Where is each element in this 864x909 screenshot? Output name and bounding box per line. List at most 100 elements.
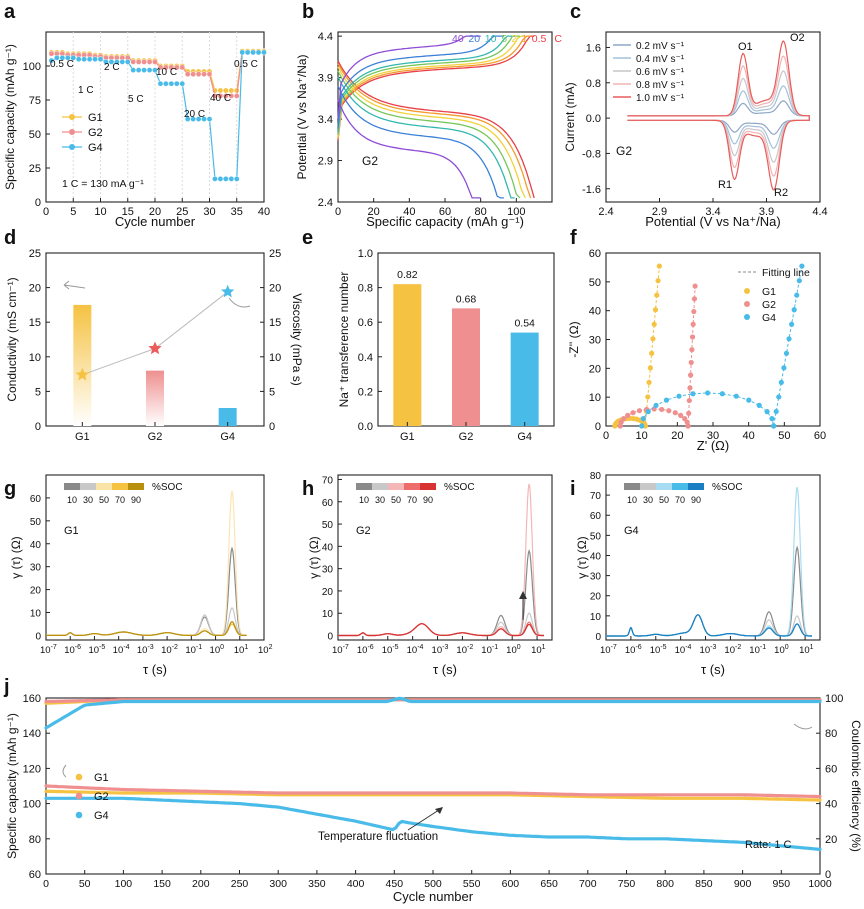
x-tick-exponent: -4 xyxy=(417,644,423,651)
eis-point-G1 xyxy=(645,394,651,400)
data-point-G2 xyxy=(206,71,213,77)
data-point-G4 xyxy=(65,55,71,61)
rate-note: Rate: 1 C xyxy=(745,839,792,851)
eis-point-G2 xyxy=(625,412,631,419)
x-tick-label: 10-6 xyxy=(64,644,81,656)
panel-j: j0 50 100 150 200 250 300 350 400 450 500 550 600 650… xyxy=(3,676,863,904)
eis-point-G1 xyxy=(649,350,655,356)
arrow-head xyxy=(63,280,70,290)
soc-label: 70 xyxy=(675,495,685,505)
x-tick-exponent: 1 xyxy=(542,644,546,651)
value-label: 0.54 xyxy=(514,318,535,330)
data-point-G2 xyxy=(157,64,164,71)
soc-label: 10 xyxy=(627,495,637,505)
charge-curve-5C xyxy=(337,35,520,135)
drt-curve-soc-90 xyxy=(46,621,247,636)
eis-point-G2 xyxy=(678,412,684,419)
x-tick-exponent: -5 xyxy=(660,644,666,651)
x-tick-label: 10-4 xyxy=(407,644,424,656)
data-point-G4 xyxy=(195,116,202,122)
soc-color-swatch xyxy=(112,483,128,490)
soc-label: 10 xyxy=(67,495,77,505)
x-tick-label: 101 xyxy=(234,644,249,656)
panel-label: a xyxy=(4,1,16,23)
x-tick-label: 2.4 xyxy=(598,206,613,218)
peak-label: O1 xyxy=(738,41,753,53)
data-point-G2 xyxy=(135,59,142,65)
data-point-G4 xyxy=(146,67,153,73)
annotation: G2 xyxy=(356,525,371,537)
data-point-G2 xyxy=(217,93,224,99)
x-axis-label: Specific capacity (mAh g⁻¹) xyxy=(366,214,524,229)
x-tick-label: 150 xyxy=(153,878,171,890)
data-point-G4 xyxy=(152,67,158,73)
plot-frame xyxy=(605,474,821,641)
y-tick-label: 1.0 xyxy=(358,248,373,260)
y-axis-label: Specific capacity (mAh g⁻¹) xyxy=(3,44,17,190)
value-label: 0.82 xyxy=(397,269,418,281)
drt-curve-soc-90 xyxy=(606,614,812,637)
callout-arrow-head xyxy=(435,807,443,814)
data-point-G2 xyxy=(195,71,202,77)
data-point-G4 xyxy=(228,176,235,182)
x-tick-label: 3.4 xyxy=(705,206,720,218)
y-tick-label: 20 xyxy=(590,592,602,603)
y-axis-label: -Z'' (Ω) xyxy=(567,321,581,357)
y-tick-label: 5 xyxy=(35,386,41,398)
panel-h: h10-7 10-6 10-5 10-4 10-3 10-2 10-1 100 10101020… xyxy=(302,474,553,677)
soc-label: 70 xyxy=(407,495,417,505)
y-tick-label: 60 xyxy=(589,248,601,260)
data-point-G4 xyxy=(233,176,240,182)
soc-color-swatch xyxy=(624,483,640,490)
x-tick-exponent: 1 xyxy=(244,644,248,651)
conductivity-bar-G1 xyxy=(73,304,92,426)
data-point-G4 xyxy=(135,67,142,73)
drt-curve-soc-30 xyxy=(338,612,544,637)
y-tick-label: 0 xyxy=(269,421,275,433)
x-tick-exponent: -7 xyxy=(343,644,349,651)
data-point-G4 xyxy=(124,59,131,65)
legend-marker xyxy=(69,114,75,120)
rate-label: 0.5 C xyxy=(50,59,74,70)
y-tick-label: 75 xyxy=(29,95,41,107)
legend-label: G1 xyxy=(88,112,103,124)
y-tick-label: -1.6 xyxy=(582,184,601,196)
y-tick-label: 2.9 xyxy=(318,156,333,168)
x-tick-label: 100 xyxy=(774,644,789,656)
soc-color-swatch xyxy=(356,483,372,490)
x-tick-label: 60 xyxy=(814,430,826,442)
legend-label: 0.4 mV s⁻¹ xyxy=(636,54,685,65)
data-point-G4 xyxy=(168,80,175,87)
legend-rate-label: 1 xyxy=(522,33,528,45)
y-tick-label: 80 xyxy=(29,834,41,846)
discharge-curve-40C xyxy=(337,99,481,199)
x-tick-label: 200 xyxy=(192,878,210,890)
capacity-trace-G2 xyxy=(44,784,822,799)
x-axis-label: τ (s) xyxy=(433,662,457,677)
drt-curve-soc-90 xyxy=(338,623,544,637)
y-tick-label: 0 xyxy=(35,631,41,642)
y-tick-label: 0.6 xyxy=(358,317,373,329)
x-tick-label: 0 xyxy=(43,878,49,890)
x-tick-label: 60 xyxy=(439,206,451,218)
axis-arrow-right xyxy=(793,723,813,730)
eis-point-G4 xyxy=(719,391,725,397)
drt-curve-soc-10 xyxy=(606,545,812,637)
data-point-G4 xyxy=(92,56,98,63)
x-axis-label: Cycle number xyxy=(393,889,474,904)
legend-marker xyxy=(69,129,75,135)
legend-rate-label: C xyxy=(554,33,562,45)
x-tick-exponent: -6 xyxy=(367,644,373,651)
soc-label: 30 xyxy=(643,495,653,505)
y-tick-label: 20 xyxy=(30,586,42,597)
panel-label: g xyxy=(4,478,16,500)
y-tick-label: 0 xyxy=(595,421,601,433)
y-tick-label: 120 xyxy=(23,763,41,775)
x-tick-exponent: -4 xyxy=(123,644,129,651)
x-tick-label: 25 xyxy=(176,206,188,218)
axis-arrow-left xyxy=(62,764,67,778)
x-tick-label: 450 xyxy=(386,878,404,890)
drt-curve-soc-30 xyxy=(606,614,812,637)
x-tick-label: 100 xyxy=(210,644,225,656)
x-tick-label: 10-1 xyxy=(481,644,498,656)
